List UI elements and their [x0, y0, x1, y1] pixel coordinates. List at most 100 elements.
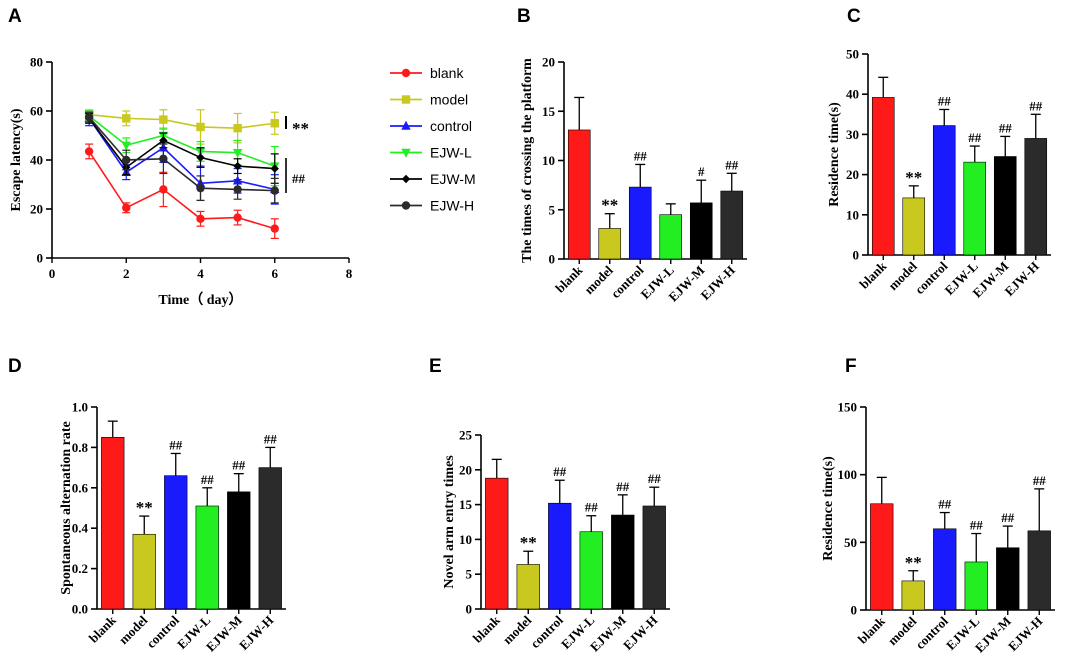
bar-blank: [101, 436, 125, 610]
bar-model: [598, 228, 622, 260]
bar-ejw-m: [611, 514, 635, 610]
legend-marker-ejw-l: [401, 148, 411, 158]
y-tick-label: 5: [466, 567, 473, 582]
bar-control: [548, 502, 572, 610]
bar-ejw-l: [964, 561, 988, 611]
legend-label-ejw-l: EJW-L: [430, 145, 472, 161]
y-axis-label: Novel arm entry times: [442, 455, 457, 589]
y-tick-label: 0: [466, 602, 473, 617]
y-tick-label: 0: [549, 252, 556, 267]
significance-label-ejw-l: ##: [201, 472, 215, 487]
data-point-ejw-m: [233, 161, 242, 171]
x-category-label-blank: blank: [86, 612, 120, 646]
panel-letter-f: F: [845, 356, 857, 377]
bar-model: [516, 564, 540, 610]
y-tick-label: 40: [846, 87, 859, 102]
y-axis-label: Escape latency(s): [9, 108, 24, 211]
significance-label-ejw-h: ##: [264, 431, 278, 446]
significance-label-ejw-m: ##: [1001, 510, 1015, 525]
significance-label-ejw-l: ##: [970, 518, 984, 533]
y-tick-label: 20: [542, 55, 555, 70]
y-tick-label: 30: [846, 127, 859, 142]
data-point-model: [270, 119, 279, 128]
y-axis-label: The times of crossing the platform: [520, 58, 535, 263]
y-tick-label: 15: [459, 497, 473, 512]
legend-label-ejw-m: EJW-M: [430, 171, 476, 187]
bar-control: [628, 186, 652, 260]
x-category-label-ejw-h: EJW-H: [697, 263, 737, 303]
x-category-label-ejw-h: EJW-H: [1001, 259, 1041, 299]
bar-blank: [567, 129, 591, 260]
y-tick-label: 20: [30, 202, 43, 217]
data-point-model: [196, 122, 205, 132]
x-category-label-control: control: [527, 612, 566, 651]
y-tick-label: 0.0: [72, 602, 88, 617]
x-category-label-ejw-m: EJW-M: [203, 613, 245, 655]
x-category-label-blank: blank: [552, 262, 586, 296]
data-point-ejw-h: [159, 154, 168, 163]
significance-label-control: ##: [553, 464, 567, 479]
x-category-label-control: control: [143, 612, 182, 651]
x-tick-label: 8: [346, 266, 353, 281]
data-point-blank: [84, 147, 94, 156]
y-tick-label: 0.2: [72, 561, 88, 576]
legend-marker-ejw-h: [401, 201, 411, 210]
bar-ejw-l: [195, 505, 219, 610]
y-tick-label: 10: [846, 207, 859, 222]
data-point-model: [122, 114, 131, 123]
x-tick-label: 4: [197, 266, 204, 281]
x-category-label-ejw-h: EJW-H: [620, 613, 660, 653]
data-point-blank: [122, 203, 131, 212]
y-tick-label: 60: [30, 104, 43, 119]
significance-label-control: ##: [938, 93, 952, 108]
data-point-blank: [270, 224, 279, 233]
series-line-control: [88, 117, 275, 191]
y-axis-label: Residence time(s): [827, 102, 842, 207]
y-tick-label: 80: [30, 55, 43, 70]
significance-label-ejw-m: #: [698, 164, 705, 179]
significance-label-ejw-m: ##: [616, 479, 630, 494]
legend: blank model control EJW-L EJW-M EJW-H: [390, 65, 476, 214]
significance-label-control: ##: [634, 148, 648, 163]
significance-label-model: **: [905, 168, 922, 187]
x-tick-label: 6: [272, 266, 279, 281]
panel-letter-d: D: [8, 356, 22, 377]
x-category-label-ejw-m: EJW-M: [972, 614, 1014, 656]
panel-b: B 0 5 10 15 20 The times of crossing the platf…: [517, 6, 747, 304]
series-line-ejw-h: [88, 116, 275, 192]
data-point-ejw-h: [84, 112, 94, 122]
bar-ejw-m: [996, 547, 1020, 611]
significance-label-model: **: [601, 196, 618, 215]
panel-letter-c: C: [847, 6, 861, 27]
data-point-ejw-h: [122, 155, 131, 165]
series-line-blank: [88, 150, 275, 230]
y-tick-label: 50: [844, 535, 857, 550]
legend-label-model: model: [430, 92, 468, 108]
x-category-label-blank: blank: [470, 612, 504, 646]
significance-label-control: ##: [938, 497, 952, 512]
data-point-ejw-h: [233, 185, 242, 194]
bar-blank: [871, 97, 895, 256]
legend-label-blank: blank: [430, 65, 464, 81]
y-tick-label: 50: [846, 47, 859, 62]
bar-ejw-m: [993, 156, 1017, 256]
y-tick-label: 1.0: [72, 400, 88, 415]
bar-ejw-l: [659, 214, 683, 260]
bar-ejw-h: [1027, 530, 1051, 611]
x-category-label-ejw-h: EJW-H: [236, 613, 276, 653]
y-tick-label: 0.4: [72, 521, 89, 536]
data-point-ejw-h: [196, 183, 205, 193]
y-tick-label: 0: [37, 251, 44, 266]
y-tick-label: 5: [549, 202, 556, 217]
bar-ejw-h: [642, 505, 666, 610]
bar-ejw-h: [1024, 138, 1048, 256]
x-tick-label: 0: [49, 266, 56, 281]
x-category-label-control: control: [912, 613, 951, 652]
y-tick-label: 0: [851, 603, 858, 618]
x-category-label-ejw-m: EJW-M: [587, 613, 629, 655]
data-point-model: [233, 123, 242, 133]
x-category-label-blank: blank: [855, 613, 889, 647]
y-tick-label: 25: [459, 428, 473, 443]
data-point-ejw-l: [232, 148, 243, 158]
